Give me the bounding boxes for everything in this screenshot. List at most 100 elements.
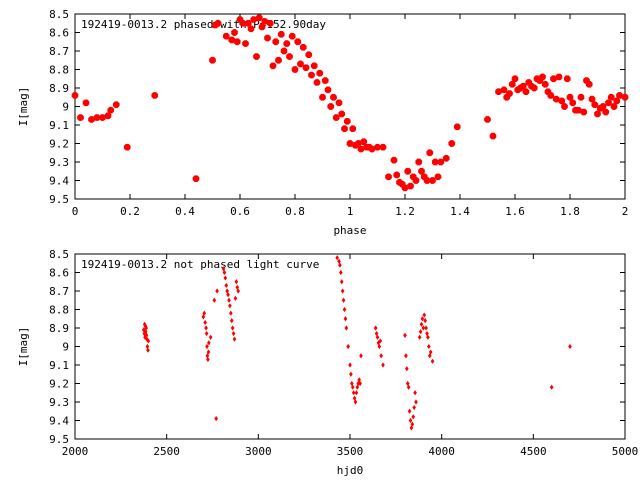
data-point — [226, 292, 230, 298]
data-point — [566, 93, 574, 101]
data-point — [414, 399, 418, 405]
data-point — [577, 93, 585, 101]
y-tick-label: 9.2 — [49, 138, 69, 151]
x-tick-label: 0.4 — [175, 205, 195, 218]
data-point — [407, 182, 414, 190]
data-point — [341, 297, 346, 303]
data-point — [500, 86, 508, 94]
data-point — [214, 19, 222, 27]
data-point — [342, 306, 347, 313]
data-point — [332, 114, 340, 121]
data-point — [202, 310, 207, 316]
x-tick-label: 2 — [622, 205, 629, 218]
data-point — [244, 19, 252, 27]
data-point — [145, 343, 150, 350]
y-tick-label: 9 — [62, 341, 69, 354]
data-point — [377, 343, 382, 350]
data-point — [230, 325, 235, 331]
data-point — [403, 332, 407, 338]
data-point — [506, 90, 513, 97]
data-point — [379, 143, 387, 151]
data-point — [316, 69, 324, 77]
data-point — [522, 88, 530, 96]
data-point — [339, 269, 343, 276]
data-point — [204, 330, 209, 337]
data-point — [321, 77, 329, 84]
data-point — [425, 330, 429, 337]
data-point — [340, 288, 345, 294]
data-point — [405, 366, 409, 372]
data-point — [420, 316, 425, 322]
data-point — [344, 325, 349, 331]
y-axis-label: I[mag] — [17, 327, 30, 367]
data-point — [229, 310, 233, 316]
data-point — [215, 288, 219, 294]
data-point — [335, 99, 343, 107]
data-point — [357, 377, 361, 383]
chart-panel-1: 0 0.2 0.4 0.6 0.8 1 1.2 1.4 1.6 1.8 2 8.5 8.6 8.7 8.8 8… — [17, 8, 629, 237]
data-point — [417, 334, 422, 340]
data-point — [594, 110, 601, 118]
y-tick-label: 9.1 — [49, 119, 69, 132]
data-point — [409, 425, 414, 431]
data-point — [602, 108, 610, 116]
data-point — [280, 47, 288, 55]
y-tick-label: 9.1 — [49, 359, 69, 372]
data-point — [550, 75, 557, 83]
data-point — [412, 177, 420, 184]
data-point — [88, 116, 95, 123]
data-point — [212, 297, 217, 303]
data-point — [613, 97, 621, 105]
data-point — [413, 390, 417, 396]
data-point — [393, 171, 401, 179]
data-point — [291, 66, 299, 73]
data-point — [401, 184, 409, 192]
data-point — [77, 114, 84, 121]
data-point — [610, 103, 618, 110]
data-point — [275, 56, 282, 64]
data-point — [407, 408, 412, 414]
data-point — [205, 343, 209, 350]
data-point — [379, 353, 383, 359]
data-point — [430, 358, 435, 364]
data-point — [621, 93, 629, 101]
data-point — [408, 417, 413, 424]
data-point — [93, 114, 101, 121]
data-point — [422, 312, 427, 318]
data-point — [112, 101, 120, 108]
data-point — [558, 97, 566, 105]
data-point — [231, 29, 238, 36]
data-point — [231, 330, 236, 337]
data-point — [146, 338, 151, 344]
data-point — [563, 75, 571, 83]
data-point — [208, 334, 213, 340]
data-point — [348, 362, 352, 368]
data-point — [232, 336, 237, 342]
data-point — [235, 284, 240, 290]
data-point — [277, 31, 285, 38]
data-point — [539, 73, 546, 81]
data-point — [266, 19, 274, 27]
data-point — [302, 64, 310, 71]
data-point — [591, 101, 599, 108]
data-point — [354, 390, 359, 396]
data-point — [359, 353, 363, 359]
data-point — [341, 125, 348, 133]
y-tick-label: 9.5 — [49, 433, 69, 446]
y-tick-label: 8.7 — [49, 285, 69, 298]
y-tick-label: 8.6 — [49, 27, 69, 40]
data-point — [335, 255, 339, 261]
data-point — [227, 297, 231, 303]
y-tick-label: 9.2 — [49, 378, 69, 391]
x-tick-label: 1.4 — [450, 205, 470, 218]
data-point — [144, 325, 148, 331]
data-point — [357, 145, 365, 153]
data-point — [346, 343, 350, 350]
data-point — [242, 40, 249, 47]
data-point — [519, 82, 527, 90]
data-point — [236, 288, 240, 294]
data-point — [222, 32, 230, 40]
data-point — [607, 93, 615, 101]
data-point — [381, 362, 385, 368]
x-tick-label: 0 — [72, 205, 79, 218]
